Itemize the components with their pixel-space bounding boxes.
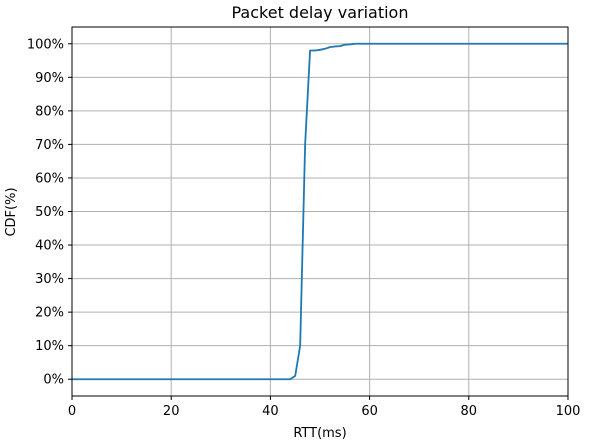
series-layer bbox=[72, 42, 568, 381]
x-tick-label: 0 bbox=[68, 404, 76, 419]
y-tick-label: 80% bbox=[35, 104, 64, 119]
x-tick-label: 60 bbox=[361, 404, 378, 419]
y-tick-label: 10% bbox=[35, 339, 64, 354]
y-tick-label: 20% bbox=[35, 306, 64, 321]
grid bbox=[71, 27, 569, 396]
series-line bbox=[72, 42, 568, 381]
axis-ticks: 0 20 40 60 80 100 0% 10% 20% 30% 40% 50% 60% 70% 80% 90… bbox=[27, 37, 581, 419]
y-tick-label: 50% bbox=[35, 205, 64, 220]
x-tick-label: 100 bbox=[556, 404, 581, 419]
chart-title: Packet delay variation bbox=[232, 3, 409, 22]
y-tick-label: 0% bbox=[43, 373, 64, 388]
x-tick-label: 20 bbox=[163, 404, 180, 419]
y-tick-label: 90% bbox=[35, 71, 64, 86]
y-tick-label: 30% bbox=[35, 272, 64, 287]
y-axis-label: CDF(%) bbox=[4, 187, 19, 236]
x-tick-label: 40 bbox=[262, 404, 279, 419]
y-tick-label: 70% bbox=[35, 138, 64, 153]
x-axis-label: RTT(ms) bbox=[293, 426, 346, 441]
x-tick-label: 80 bbox=[461, 404, 478, 419]
y-tick-label: 100% bbox=[27, 37, 64, 52]
y-tick-label: 60% bbox=[35, 171, 64, 186]
y-tick-label: 40% bbox=[35, 239, 64, 254]
